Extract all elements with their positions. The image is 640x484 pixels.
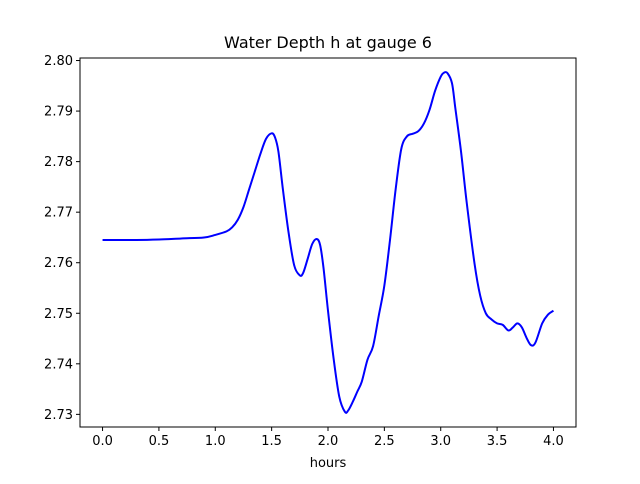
y-tick-label: 2.80 [44, 54, 73, 69]
y-tick-label: 2.73 [44, 408, 73, 423]
y-tick-label: 2.76 [44, 256, 73, 271]
series-line-0 [102, 71, 555, 414]
x-tick-label: 0.5 [149, 434, 170, 449]
x-tick-label: 1.5 [261, 434, 282, 449]
x-tick-label: 3.5 [487, 434, 508, 449]
x-tick-label: 1.0 [205, 434, 226, 449]
chart-title: Water Depth h at gauge 6 [224, 33, 432, 52]
x-tick-label: 3.0 [430, 434, 451, 449]
x-tick-label: 2.0 [318, 434, 339, 449]
plot-area: 0.0 0.5 1.0 1.5 2.0 2.5 3.0 3.5 4.0 2.73 2.74 2.75 2… [44, 54, 577, 449]
y-tick-label: 2.74 [44, 357, 73, 372]
x-tick-label: 0.0 [92, 434, 113, 449]
y-tick-label: 2.79 [44, 105, 73, 120]
y-tick-label: 2.77 [44, 206, 73, 221]
x-tick-label: 2.5 [374, 434, 395, 449]
y-tick-label: 2.75 [44, 307, 73, 322]
x-tick-label: 4.0 [543, 434, 564, 449]
x-axis-label: hours [310, 456, 347, 471]
y-tick-label: 2.78 [44, 155, 73, 170]
